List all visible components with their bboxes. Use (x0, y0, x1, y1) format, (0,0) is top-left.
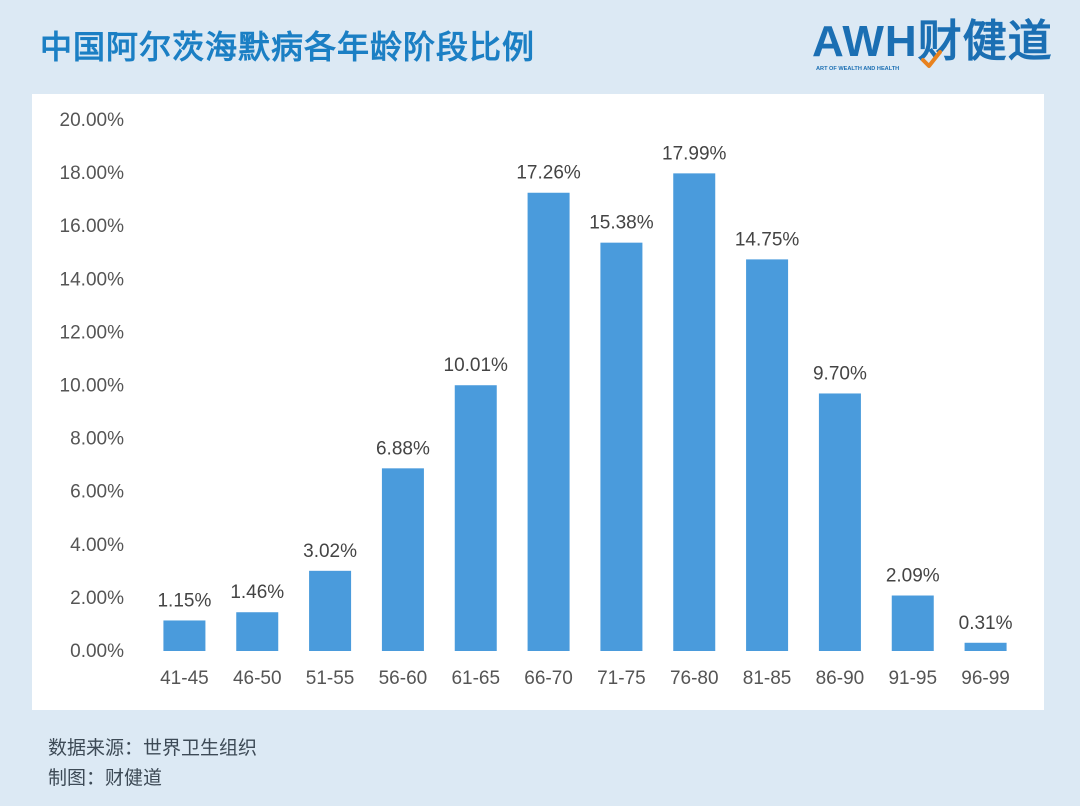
bar-value-label: 1.15% (157, 590, 211, 611)
bar-value-label: 15.38% (589, 213, 654, 234)
chart-title: 中国阿尔茨海默病各年龄阶段比例 (40, 28, 536, 66)
bar (309, 570, 352, 651)
y-tick-label: 4.00% (70, 535, 124, 556)
bar-value-label: 3.02% (303, 541, 357, 562)
y-tick-label: 18.00% (60, 163, 125, 184)
bar (163, 620, 206, 651)
bar (600, 242, 643, 651)
y-tick-label: 10.00% (60, 376, 125, 397)
bar-value-label: 17.26% (516, 163, 581, 184)
y-tick-label: 0.00% (70, 641, 124, 662)
x-tick-label: 41-45 (160, 668, 209, 689)
x-tick-label: 76-80 (670, 668, 719, 689)
bar-value-label: 0.31% (959, 613, 1013, 634)
footer: 数据来源：世界卫生组织 制图：财健道 (48, 733, 257, 793)
checkmark-icon (921, 50, 942, 68)
bar (381, 468, 424, 651)
bar (891, 595, 934, 651)
bar (527, 192, 570, 651)
y-tick-label: 20.00% (60, 110, 125, 131)
x-tick-label: 86-90 (816, 668, 865, 689)
x-tick-label: 66-70 (524, 668, 573, 689)
x-tick-label: 51-55 (306, 668, 355, 689)
y-tick-label: 2.00% (70, 588, 124, 609)
x-tick-label: 91-95 (888, 668, 937, 689)
bar (964, 642, 1007, 651)
credit-note: 制图：财健道 (48, 767, 163, 789)
x-tick-label: 56-60 (379, 668, 428, 689)
bar-value-label: 9.70% (813, 363, 867, 384)
x-tick-label: 81-85 (743, 668, 792, 689)
y-tick-label: 12.00% (60, 322, 125, 343)
bar-value-label: 17.99% (662, 143, 727, 164)
chart-panel: 0.00% 2.00% 4.00% 6.00% 8.00% 10.00% 12.00% 14.… (32, 94, 1044, 710)
bar-value-label: 6.88% (376, 438, 430, 459)
bar (673, 173, 716, 651)
y-tick-label: 16.00% (60, 216, 125, 237)
bar-value-label: 1.46% (230, 582, 284, 603)
y-tick-label: 8.00% (70, 429, 124, 450)
awh-logo: AWH财健道 ART OF WEALTH AND HEALTH (812, 18, 1052, 78)
x-tick-label: 71-75 (597, 668, 646, 689)
x-tick-label: 61-65 (451, 668, 500, 689)
bar-value-label: 14.75% (735, 229, 800, 250)
bar-chart: 0.00% 2.00% 4.00% 6.00% 8.00% 10.00% 12.00% 14.… (60, 110, 1013, 689)
bar (818, 393, 861, 651)
y-tick-label: 14.00% (60, 269, 125, 290)
logo-tagline: ART OF WEALTH AND HEALTH (816, 66, 900, 72)
bar (236, 612, 279, 651)
x-tick-label: 46-50 (233, 668, 282, 689)
bar (746, 259, 789, 651)
bar-value-label: 2.09% (886, 566, 940, 587)
y-tick-label: 6.00% (70, 482, 124, 503)
x-tick-label: 96-99 (961, 668, 1010, 689)
bar-value-label: 10.01% (444, 355, 509, 376)
bar (454, 385, 497, 651)
source-note: 数据来源：世界卫生组织 (48, 737, 258, 759)
logo-wordmark: AWH财健道 (812, 17, 1053, 66)
